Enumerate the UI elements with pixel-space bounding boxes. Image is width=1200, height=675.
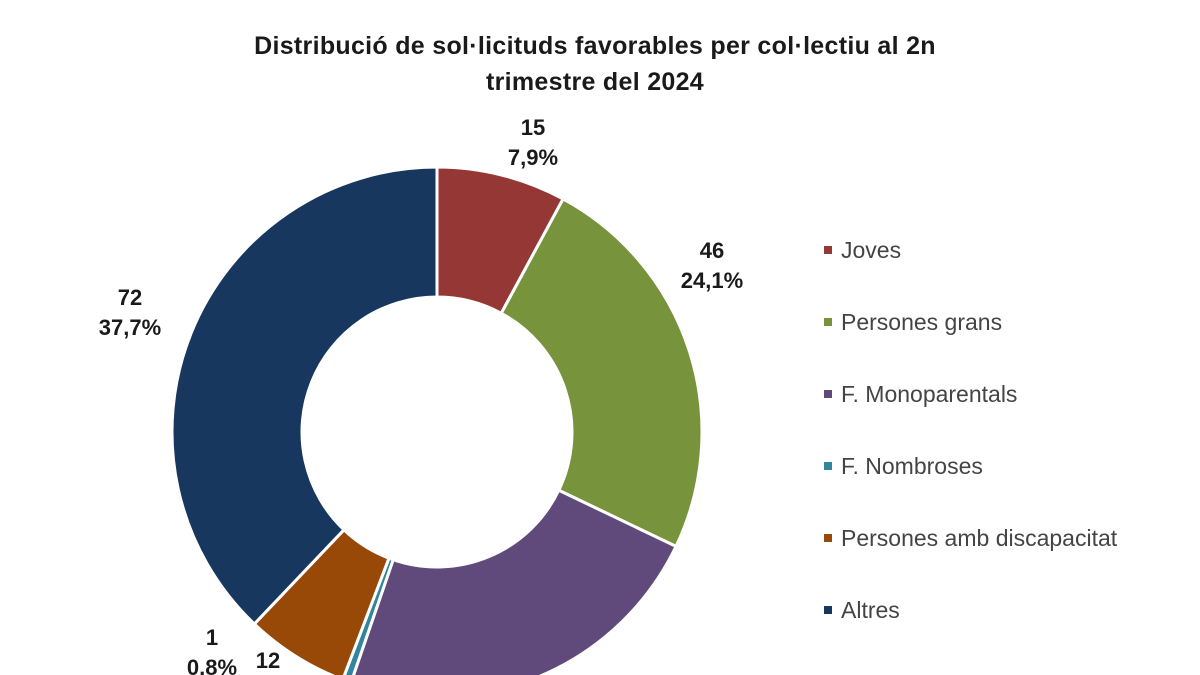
percent-label-joves: 7,9% [508,145,558,170]
legend-item-f-nombroses: F. Nombroses [824,448,1194,484]
legend-label-f-monoparentals: F. Monoparentals [841,380,1018,407]
legend: Joves Persones grans F. Monoparentals F. No… [824,232,1194,664]
value-label-joves: 15 [521,115,545,140]
legend-item-persones-grans: Persones grans [824,304,1194,340]
legend-swatch-joves [824,246,832,254]
value-label-f-nombroses: 1 [206,625,218,650]
data-label-joves: 15 7,9% [508,115,558,170]
percent-label-persones-grans: 24,1% [681,268,743,293]
value-label-altres: 72 [118,285,142,310]
legend-swatch-persones-amb-discapacitat [824,534,832,542]
data-label-altres: 72 37,7% [99,285,161,340]
legend-label-altres: Altres [841,596,900,623]
legend-label-joves: Joves [841,236,902,263]
legend-swatch-f-monoparentals [824,390,832,398]
legend-item-altres: Altres [824,592,1194,628]
legend-swatch-persones-grans [824,318,832,326]
legend-label-persones-grans: Persones grans [841,308,1003,335]
legend-item-persones-amb-discapacitat: Persones amb discapacitat [824,520,1194,556]
data-label-f-nombroses: 1 0,8% [187,625,237,675]
legend-item-f-monoparentals: F. Monoparentals [824,376,1194,412]
data-label-persones-amb-discapacitat: 12 [256,648,280,673]
donut-slice-persones-grans [499,196,704,549]
legend-label-f-nombroses: F. Nombroses [841,452,983,479]
value-label-persones-grans: 46 [700,238,724,263]
legend-label-persones-amb-discapacitat: Persones amb discapacitat [841,524,1118,551]
percent-label-altres: 37,7% [99,315,161,340]
value-label-persones-amb-discapacitat: 12 [256,648,280,673]
legend-swatch-f-nombroses [824,462,832,470]
chart-title-line-1: Distribució de sol·licituds favorables p… [254,32,936,60]
donut-slice-altres [170,165,439,627]
chart-title: Distribució de sol·licituds favorables p… [90,28,1100,100]
percent-label-f-nombroses: 0,8% [187,655,237,675]
chart-title-line-2: trimestre del 2024 [485,68,705,96]
legend-item-joves: Joves [824,232,1194,268]
legend-swatch-altres [824,606,832,614]
donut-slice-f-monoparentals [351,488,679,675]
data-label-persones-grans: 46 24,1% [681,238,743,293]
